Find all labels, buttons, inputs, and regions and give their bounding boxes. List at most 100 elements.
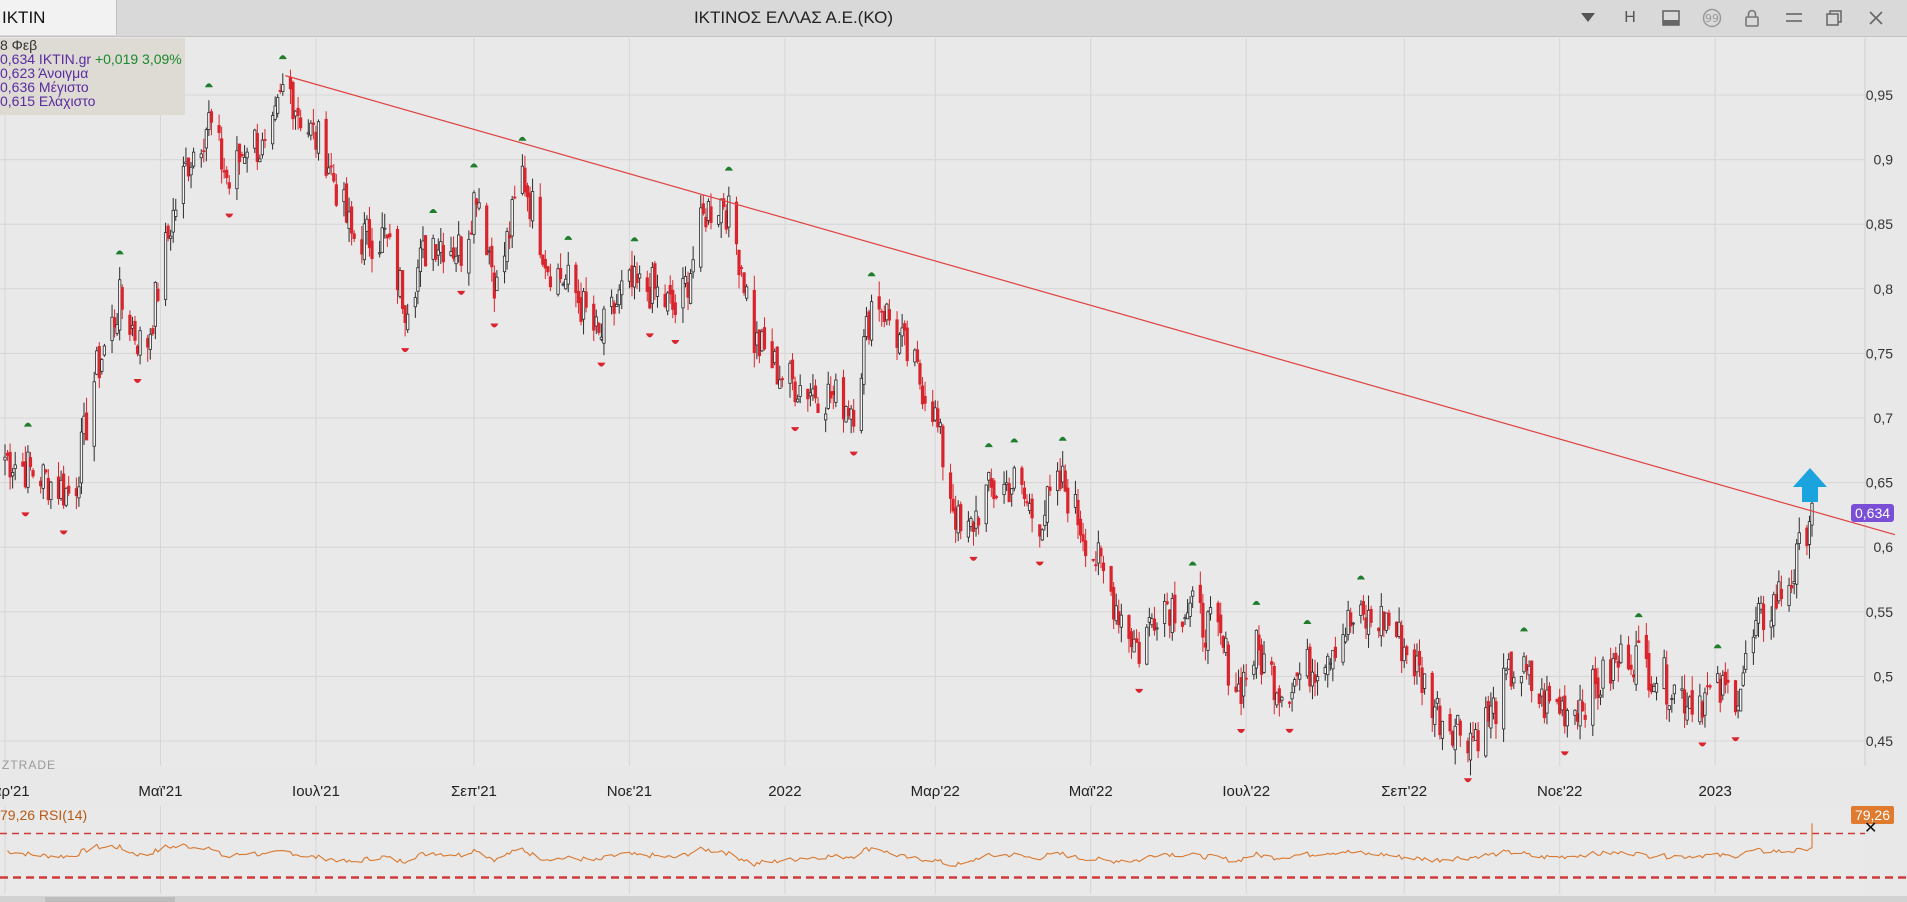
y-tick-label: 0,85 bbox=[1866, 216, 1893, 232]
candle-body bbox=[984, 484, 988, 525]
candle-body bbox=[900, 327, 904, 337]
candle-body bbox=[1280, 696, 1284, 701]
close-rsi-icon[interactable]: ✕ bbox=[1864, 820, 1878, 837]
rsi-panel bbox=[0, 806, 1865, 894]
candle-body bbox=[1705, 685, 1710, 688]
candle-body bbox=[95, 350, 99, 375]
candle-body bbox=[609, 296, 614, 307]
candle-body bbox=[418, 247, 423, 272]
candle-body bbox=[1616, 660, 1620, 668]
candle-body bbox=[1563, 695, 1567, 727]
swing-high-marker bbox=[1188, 561, 1197, 566]
candle-body bbox=[1433, 706, 1437, 725]
candle-body bbox=[1221, 636, 1225, 648]
candle-body bbox=[352, 233, 356, 239]
candle-body bbox=[1351, 622, 1355, 625]
candle-body bbox=[1682, 689, 1687, 714]
candle-body bbox=[806, 388, 810, 400]
candle-body bbox=[1555, 698, 1559, 703]
candle-body bbox=[82, 415, 86, 435]
x-tick-label: Ιουλ'22 bbox=[1222, 783, 1270, 800]
candle-body bbox=[1361, 601, 1366, 615]
candle-body bbox=[645, 277, 649, 292]
h-button[interactable]: H bbox=[1624, 9, 1636, 26]
candle-body bbox=[1150, 618, 1154, 626]
candle-body bbox=[1667, 705, 1671, 710]
candle-body bbox=[1575, 713, 1580, 722]
candle-body bbox=[39, 480, 43, 487]
candle-body bbox=[502, 255, 507, 273]
candle-body bbox=[1703, 692, 1707, 716]
candle-body bbox=[1387, 612, 1391, 626]
candle-body bbox=[520, 165, 524, 194]
y-tick-label: 0,9 bbox=[1874, 152, 1894, 168]
candle-body bbox=[1323, 667, 1327, 674]
info-last-price: 0,634 IKTIN.gr bbox=[0, 51, 92, 67]
candle-body bbox=[760, 331, 764, 352]
candle-body bbox=[306, 132, 310, 135]
lock-icon[interactable] bbox=[1737, 3, 1767, 33]
candle-body bbox=[1096, 542, 1100, 564]
candle-body bbox=[79, 431, 84, 484]
dropdown-icon[interactable] bbox=[1573, 3, 1603, 33]
candle-body bbox=[974, 510, 978, 529]
candle-body bbox=[97, 346, 101, 379]
panel-icon[interactable] bbox=[1656, 3, 1686, 33]
candle-body bbox=[1637, 640, 1641, 643]
candle-body bbox=[992, 480, 996, 500]
candle-body bbox=[941, 425, 945, 468]
candle-body bbox=[1761, 603, 1766, 630]
candle-body bbox=[112, 317, 117, 328]
swing-high-marker bbox=[469, 163, 478, 168]
y-tick-label: 0,5 bbox=[1874, 668, 1894, 684]
candle-body bbox=[1112, 586, 1116, 620]
candle-body bbox=[1672, 684, 1676, 695]
candle-body bbox=[1716, 673, 1720, 683]
candle-body bbox=[1326, 655, 1330, 676]
rsi-label: 79,26 RSI(14) bbox=[0, 807, 88, 823]
candle-body bbox=[59, 479, 63, 499]
candle-body bbox=[209, 111, 214, 123]
candle-body bbox=[184, 161, 188, 165]
candle-body bbox=[1502, 667, 1506, 730]
candle-body bbox=[431, 237, 435, 260]
candle-body bbox=[1117, 611, 1121, 626]
candle-body bbox=[655, 286, 660, 297]
close-icon[interactable] bbox=[1861, 3, 1891, 33]
y-tick-label: 0,8 bbox=[1874, 281, 1894, 297]
candle-body bbox=[220, 138, 224, 170]
candle-body bbox=[1262, 653, 1266, 673]
candle-body bbox=[100, 359, 104, 372]
candle-body bbox=[324, 118, 328, 176]
candle-body bbox=[653, 263, 657, 290]
candle-body bbox=[752, 289, 756, 353]
candle-body bbox=[202, 150, 206, 153]
candle-body bbox=[281, 84, 285, 92]
quote-icon[interactable]: 99 bbox=[1697, 3, 1727, 33]
candle-body bbox=[847, 407, 851, 417]
candle-body bbox=[1581, 701, 1585, 712]
candle-body bbox=[1790, 584, 1794, 589]
candle-body bbox=[686, 282, 690, 298]
candle-body bbox=[1366, 610, 1371, 635]
candle-body bbox=[490, 245, 494, 268]
restore-icon[interactable] bbox=[1819, 3, 1849, 33]
candle-body bbox=[28, 457, 33, 467]
candle-body bbox=[862, 336, 866, 385]
candle-body bbox=[1504, 670, 1508, 675]
candle-body bbox=[1423, 673, 1427, 689]
candle-body bbox=[976, 518, 981, 526]
symbol-field[interactable]: IKTIN bbox=[0, 0, 117, 35]
candle-body bbox=[240, 154, 244, 157]
candle-body bbox=[207, 112, 211, 130]
minimize-icon[interactable] bbox=[1779, 3, 1809, 33]
candle-body bbox=[1598, 694, 1603, 698]
candle-body bbox=[1759, 602, 1763, 610]
candle-body bbox=[1048, 486, 1052, 491]
candle-body bbox=[704, 216, 708, 228]
candle-body bbox=[1343, 635, 1348, 643]
candle-body bbox=[617, 289, 621, 306]
candle-body bbox=[543, 258, 547, 269]
candle-body bbox=[487, 250, 491, 253]
